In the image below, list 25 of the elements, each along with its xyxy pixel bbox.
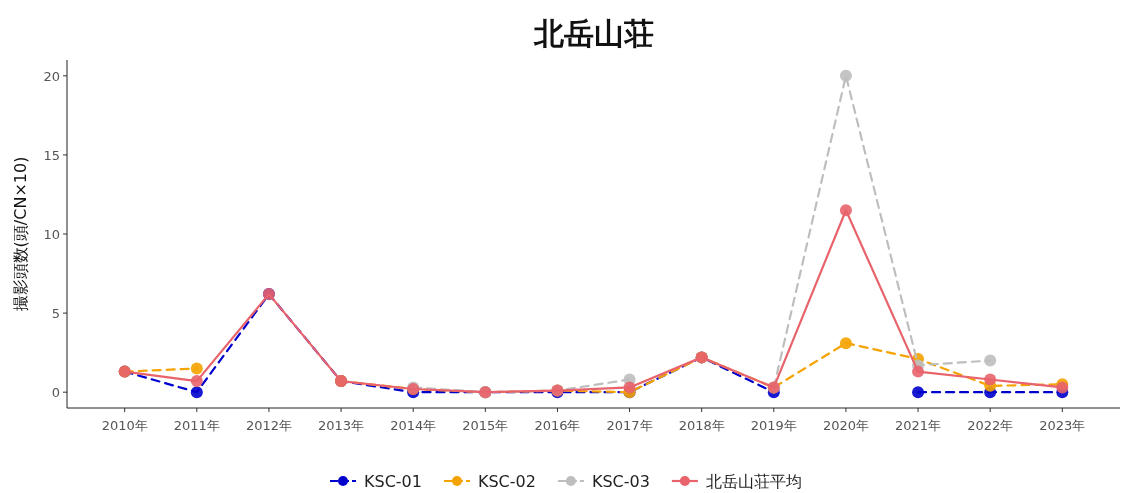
y-tick-label: 20: [43, 68, 60, 84]
y-tick-label: 5: [51, 306, 60, 322]
x-tick-label: 2014年: [390, 418, 437, 433]
y-tick-label: 15: [43, 147, 60, 163]
legend-label: KSC-02: [477, 472, 536, 491]
y-tick-label: 10: [43, 227, 60, 242]
x-tick-label: 2023年: [1039, 418, 1086, 433]
x-tick-label: 2022年: [967, 418, 1014, 433]
x-tick-label: 2016年: [534, 418, 581, 433]
x-tick-label: 2017年: [606, 418, 653, 433]
y-axis-title: 撮影頭数(頭/CN×10): [11, 156, 30, 312]
x-tick-label: 2010年: [101, 418, 148, 433]
x-tick-label: 2015年: [462, 418, 509, 433]
legend-label: 北岳山荘平均: [705, 472, 802, 491]
x-tick-label: 2021年: [895, 418, 942, 433]
x-tick-label: 2019年: [750, 418, 797, 433]
x-tick-label: 2011年: [173, 418, 220, 433]
y-tick-label: 0: [51, 385, 60, 401]
x-tick-label: 2013年: [318, 418, 365, 433]
legend-label: KSC-01: [364, 472, 422, 491]
chart-title: 北岳山荘: [532, 16, 654, 51]
x-tick-label: 2020年: [822, 418, 869, 433]
x-tick-label: 2012年: [245, 418, 292, 433]
x-tick-label: 2018年: [678, 418, 725, 433]
legend-label: KSC-03: [591, 472, 650, 491]
